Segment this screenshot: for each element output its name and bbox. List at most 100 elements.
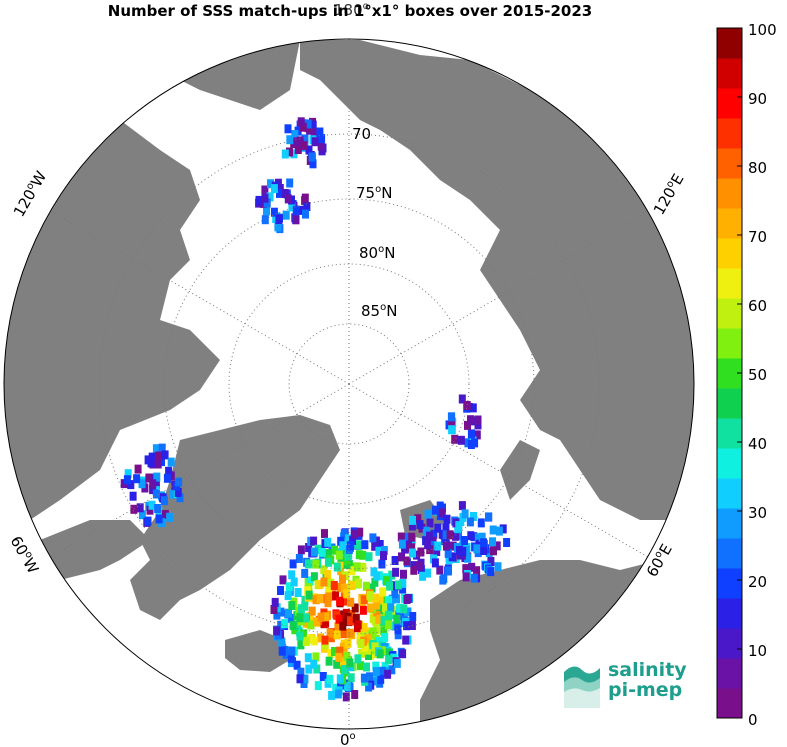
matchup-cell — [335, 550, 343, 560]
matchup-cell — [385, 655, 393, 665]
matchup-cell — [174, 487, 182, 497]
matchup-cell — [322, 618, 330, 628]
matchup-cell — [449, 541, 457, 551]
matchup-cell — [346, 628, 354, 638]
sss-matchup-cells — [120, 117, 511, 702]
matchup-cell — [312, 652, 320, 662]
matchup-cell — [470, 573, 478, 583]
matchup-cell — [308, 606, 316, 616]
matchup-cell — [330, 581, 338, 590]
matchup-cell — [379, 587, 387, 597]
matchup-cell — [161, 510, 169, 519]
matchup-cell — [468, 562, 476, 572]
matchup-cell — [145, 473, 153, 483]
matchup-cell — [415, 561, 423, 571]
matchup-cell — [448, 552, 456, 562]
matchup-cell — [324, 549, 332, 559]
matchup-cell — [310, 547, 318, 557]
matchup-cell — [331, 545, 339, 555]
matchup-cell — [296, 205, 304, 215]
matchup-cell — [371, 616, 379, 626]
colorbar-segment — [717, 418, 742, 449]
matchup-cell — [430, 529, 438, 539]
matchup-cell — [270, 184, 278, 194]
matchup-cell — [331, 647, 338, 656]
matchup-cell — [340, 583, 348, 593]
matchup-cell — [348, 581, 356, 590]
matchup-cell — [325, 656, 333, 666]
matchup-cell — [340, 642, 347, 652]
matchup-cell — [286, 147, 293, 157]
matchup-cell — [136, 503, 144, 513]
matchup-cell — [276, 184, 284, 193]
salinity-pimep-logo: salinity pi-mep — [560, 660, 690, 710]
colorbar-segment — [717, 538, 742, 569]
matchup-cell — [324, 570, 332, 579]
matchup-cell — [394, 630, 402, 640]
matchup-cell — [446, 530, 454, 540]
colorbar-segment — [717, 508, 742, 539]
matchup-cell — [372, 661, 380, 671]
colorbar-segment — [717, 658, 742, 689]
lat-label-80: 80oN — [359, 244, 395, 262]
matchup-cell — [398, 539, 406, 549]
matchup-cell — [167, 471, 175, 481]
matchup-cell — [467, 531, 475, 541]
matchup-cell — [381, 662, 389, 671]
matchup-cell — [277, 607, 285, 617]
matchup-cell — [321, 635, 329, 645]
matchup-cell — [434, 541, 442, 551]
matchup-cell — [301, 674, 309, 684]
matchup-cell — [402, 534, 410, 543]
colorbar-tick-label: 10 — [748, 642, 767, 660]
matchup-cell — [148, 500, 156, 510]
colorbar-segment — [717, 208, 742, 239]
matchup-cell — [396, 603, 404, 613]
matchup-cell — [284, 194, 292, 204]
matchup-cell — [294, 588, 302, 597]
matchup-cell — [351, 603, 359, 613]
matchup-cell — [326, 628, 334, 638]
matchup-cell — [277, 586, 284, 595]
matchup-cell — [473, 430, 481, 440]
graticule — [49, 39, 649, 729]
matchup-cell — [288, 646, 296, 656]
matchup-cell — [296, 136, 304, 146]
matchup-cell — [259, 198, 267, 208]
matchup-cell — [275, 215, 283, 224]
matchup-cell — [337, 680, 344, 690]
matchup-cell — [277, 620, 285, 630]
matchup-cell — [302, 209, 309, 219]
matchup-cell — [424, 568, 431, 578]
matchup-cell — [467, 415, 474, 425]
matchup-cell — [360, 623, 368, 632]
greenland-landmass — [130, 415, 340, 620]
matchup-cell — [475, 533, 482, 543]
matchup-cell — [320, 577, 328, 587]
matchup-cell — [152, 444, 160, 454]
matchup-cell — [153, 472, 161, 482]
matchup-cell — [426, 531, 433, 541]
matchup-cell — [294, 145, 302, 154]
matchup-cell — [273, 610, 281, 620]
colorbar-segment — [717, 238, 742, 269]
matchup-cell — [385, 610, 393, 620]
matchup-cell — [340, 657, 348, 667]
logo-line1: salinity — [608, 659, 687, 681]
matchup-cell — [152, 489, 160, 499]
matchup-cell — [436, 565, 444, 575]
lat-label-70: 70 — [352, 125, 371, 143]
matchup-cell — [263, 206, 270, 216]
matchup-cell — [403, 595, 411, 604]
matchup-cell — [316, 127, 324, 137]
colorbar-segment — [717, 28, 742, 59]
matchup-cell — [426, 518, 434, 528]
matchup-cell — [343, 652, 351, 661]
matchup-cell — [503, 538, 511, 547]
matchup-cell — [161, 450, 169, 460]
matchup-cell — [376, 649, 384, 659]
matchup-cell — [359, 605, 367, 615]
matchup-cell — [296, 613, 304, 623]
matchup-cell — [289, 559, 297, 569]
matchup-cell — [339, 541, 347, 551]
